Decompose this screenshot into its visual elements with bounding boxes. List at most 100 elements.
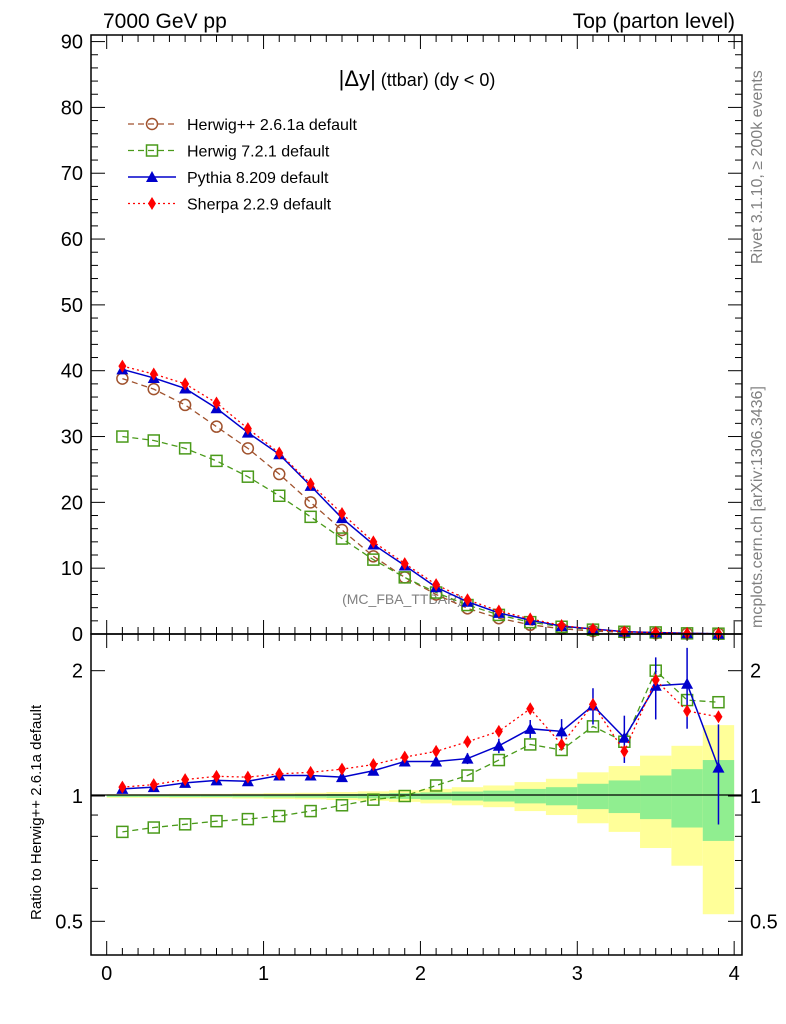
sherpa-marker <box>243 422 252 436</box>
sherpa-series <box>118 359 723 641</box>
sherpa-marker <box>526 702 535 716</box>
ratio-sherpa-line <box>122 678 719 788</box>
main-y-tick-label: 70 <box>61 163 83 185</box>
main-axis-ticks <box>91 35 742 635</box>
herwig7-marker <box>461 769 474 782</box>
ratio-y-tick-label-left: 2 <box>72 661 83 683</box>
sherpa-marker <box>432 578 441 592</box>
ratio-y-axis-label: Ratio to Herwig++ 2.6.1a default <box>28 704 45 920</box>
main-y-tick-label: 50 <box>61 295 83 317</box>
ratio-inner-band <box>263 794 295 798</box>
herwigpp-marker <box>210 420 223 433</box>
ratio-inner-band <box>138 795 170 797</box>
sherpa-marker <box>432 744 441 758</box>
pythia-marker <box>555 725 568 737</box>
sherpa-marker <box>212 769 221 783</box>
sherpa-marker <box>306 477 315 491</box>
ratio-inner-band <box>420 792 452 800</box>
sherpa-marker <box>181 773 190 787</box>
main-y-tick-label: 80 <box>61 97 83 119</box>
pythia-marker <box>492 739 505 751</box>
ratio-y-tick-label-right: 1 <box>750 786 761 808</box>
main-y-tick-labels: 0 10 20 30 40 50 60 70 80 90 <box>61 32 83 646</box>
sherpa-marker <box>651 673 660 687</box>
pythia-marker <box>618 731 631 743</box>
sherpa-marker <box>494 604 503 618</box>
sherpa-marker <box>683 704 692 718</box>
herwig7-marker <box>335 799 349 812</box>
sherpa-marker <box>620 625 629 639</box>
ratio-inner-band <box>232 794 264 798</box>
pythia-marker <box>524 722 537 734</box>
sherpa-marker <box>369 758 378 772</box>
ratio-inner-band <box>608 780 641 814</box>
sherpa-marker <box>148 197 156 210</box>
sherpa-marker <box>400 750 409 764</box>
ratio-inner-band <box>357 793 390 799</box>
sherpa-marker <box>149 778 158 792</box>
main-y-tick-label: 20 <box>61 492 83 514</box>
ratio-inner-band <box>514 788 546 804</box>
pythia-marker <box>335 771 348 783</box>
legend-label-pythia: Pythia 8.209 default <box>187 170 329 187</box>
sherpa-marker <box>243 770 252 784</box>
ratio-y-tick-label-right: 0.5 <box>750 911 778 933</box>
sherpa-marker <box>714 710 723 724</box>
rivet-version-label: Rivet 3.1.10, ≥ 200k events <box>749 70 766 264</box>
herwig7-marker <box>398 789 411 803</box>
x-tick-label: 2 <box>415 963 426 985</box>
mcplots-reference-label: mcplots.cern.ch [arXiv:1306.3436] <box>749 386 766 628</box>
ratio-pythia-line <box>122 683 720 790</box>
sherpa-marker <box>651 625 660 639</box>
herwig7-marker <box>335 532 349 545</box>
ratio-inner-band <box>451 791 484 801</box>
herwig7-marker <box>178 818 192 831</box>
ratio-sherpa-series <box>118 673 723 794</box>
ratio-inner-band <box>169 794 201 798</box>
sherpa-marker <box>557 618 566 632</box>
sherpa-marker <box>306 765 315 779</box>
herwig7-marker <box>304 804 317 818</box>
sherpa-marker <box>620 744 629 758</box>
herwig7-marker <box>304 510 317 524</box>
herwig7-marker <box>178 442 192 455</box>
ratio-uncertainty-bands <box>106 725 735 915</box>
ratio-y-tick-label-right: 2 <box>750 661 761 683</box>
herwig7-marker <box>429 779 443 792</box>
herwig7-marker <box>210 454 223 468</box>
sherpa-marker <box>400 557 409 571</box>
sherpa-marker <box>181 377 190 391</box>
ratio-inner-band <box>640 775 672 820</box>
sherpa-marker <box>212 396 221 410</box>
herwig7-marker <box>712 695 725 709</box>
ratio-inner-band <box>294 794 327 798</box>
herwig7-marker <box>116 825 129 839</box>
herwig7-marker <box>210 814 223 828</box>
herwigpp-marker <box>335 523 349 537</box>
herwigpp-marker <box>304 496 317 509</box>
sherpa-marker <box>275 767 284 781</box>
sherpa-marker <box>337 762 346 776</box>
header-process-label: Top (parton level) <box>573 10 735 33</box>
pythia-marker <box>681 677 694 689</box>
herwig7-series <box>116 430 725 640</box>
main-y-tick-label: 30 <box>61 427 83 449</box>
herwigpp-marker <box>145 117 159 131</box>
main-y-tick-label: 60 <box>61 229 83 251</box>
herwig7-marker <box>241 812 255 826</box>
herwigpp-marker <box>398 571 411 584</box>
title-subscript: (ttbar) (dy < 0) <box>376 70 496 90</box>
main-plot-panel: 0 10 20 30 40 50 60 70 80 90 (MC_FBA_TTBAR) |Δy| … <box>61 32 743 646</box>
main-y-tick-label: 10 <box>61 558 83 580</box>
sherpa-marker <box>588 697 597 711</box>
herwigpp-marker <box>147 382 160 396</box>
pythia-marker <box>712 761 725 773</box>
analysis-watermark: (MC_FBA_TTBAR) <box>342 591 462 607</box>
ratio-plot-frame <box>90 633 743 956</box>
ratio-inner-band <box>577 783 609 810</box>
herwig7-marker <box>147 434 160 447</box>
main-y-tick-label: 0 <box>72 624 83 646</box>
herwig7-marker <box>523 738 537 751</box>
legend-label-herwigpp: Herwig++ 2.6.1a default <box>187 117 357 134</box>
